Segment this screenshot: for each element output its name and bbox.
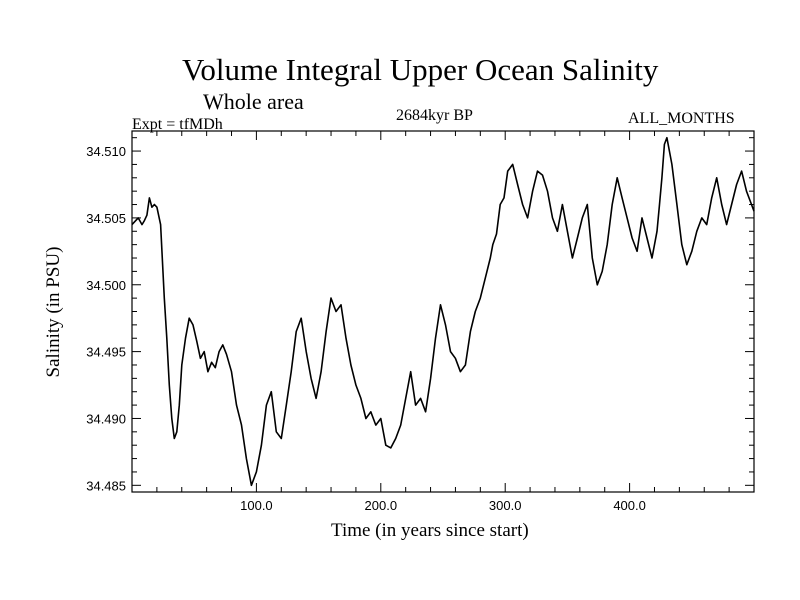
y-tick-label: 34.505 xyxy=(86,211,126,226)
x-tick-label: 100.0 xyxy=(240,498,273,513)
plot-frame xyxy=(131,130,755,493)
x-axis-label: Time (in years since start) xyxy=(331,520,529,541)
y-tick-label: 34.500 xyxy=(86,278,126,293)
months-label: ALL_MONTHS xyxy=(628,110,735,127)
y-tick-label: 34.495 xyxy=(86,345,126,360)
y-tick-label: 34.490 xyxy=(86,411,126,426)
period-label: 2684kyr BP xyxy=(396,107,473,124)
axis-tick-labels: 100.0 200.0 300.0 400.0 34.485 34.490 34.495 34… xyxy=(86,144,646,513)
y-tick-label: 34.485 xyxy=(86,478,126,493)
chart-subtitle: Whole area xyxy=(203,89,304,114)
axis-ticks xyxy=(132,131,754,492)
x-tick-label: 400.0 xyxy=(613,498,646,513)
series-group xyxy=(131,136,755,487)
chart-title: Volume Integral Upper Ocean Salinity xyxy=(182,52,659,87)
x-tick-label: 300.0 xyxy=(489,498,522,513)
series-line xyxy=(131,136,755,487)
x-tick-label: 200.0 xyxy=(365,498,398,513)
y-tick-label: 34.510 xyxy=(86,144,126,159)
experiment-label: Expt = tfMDh xyxy=(132,116,223,133)
